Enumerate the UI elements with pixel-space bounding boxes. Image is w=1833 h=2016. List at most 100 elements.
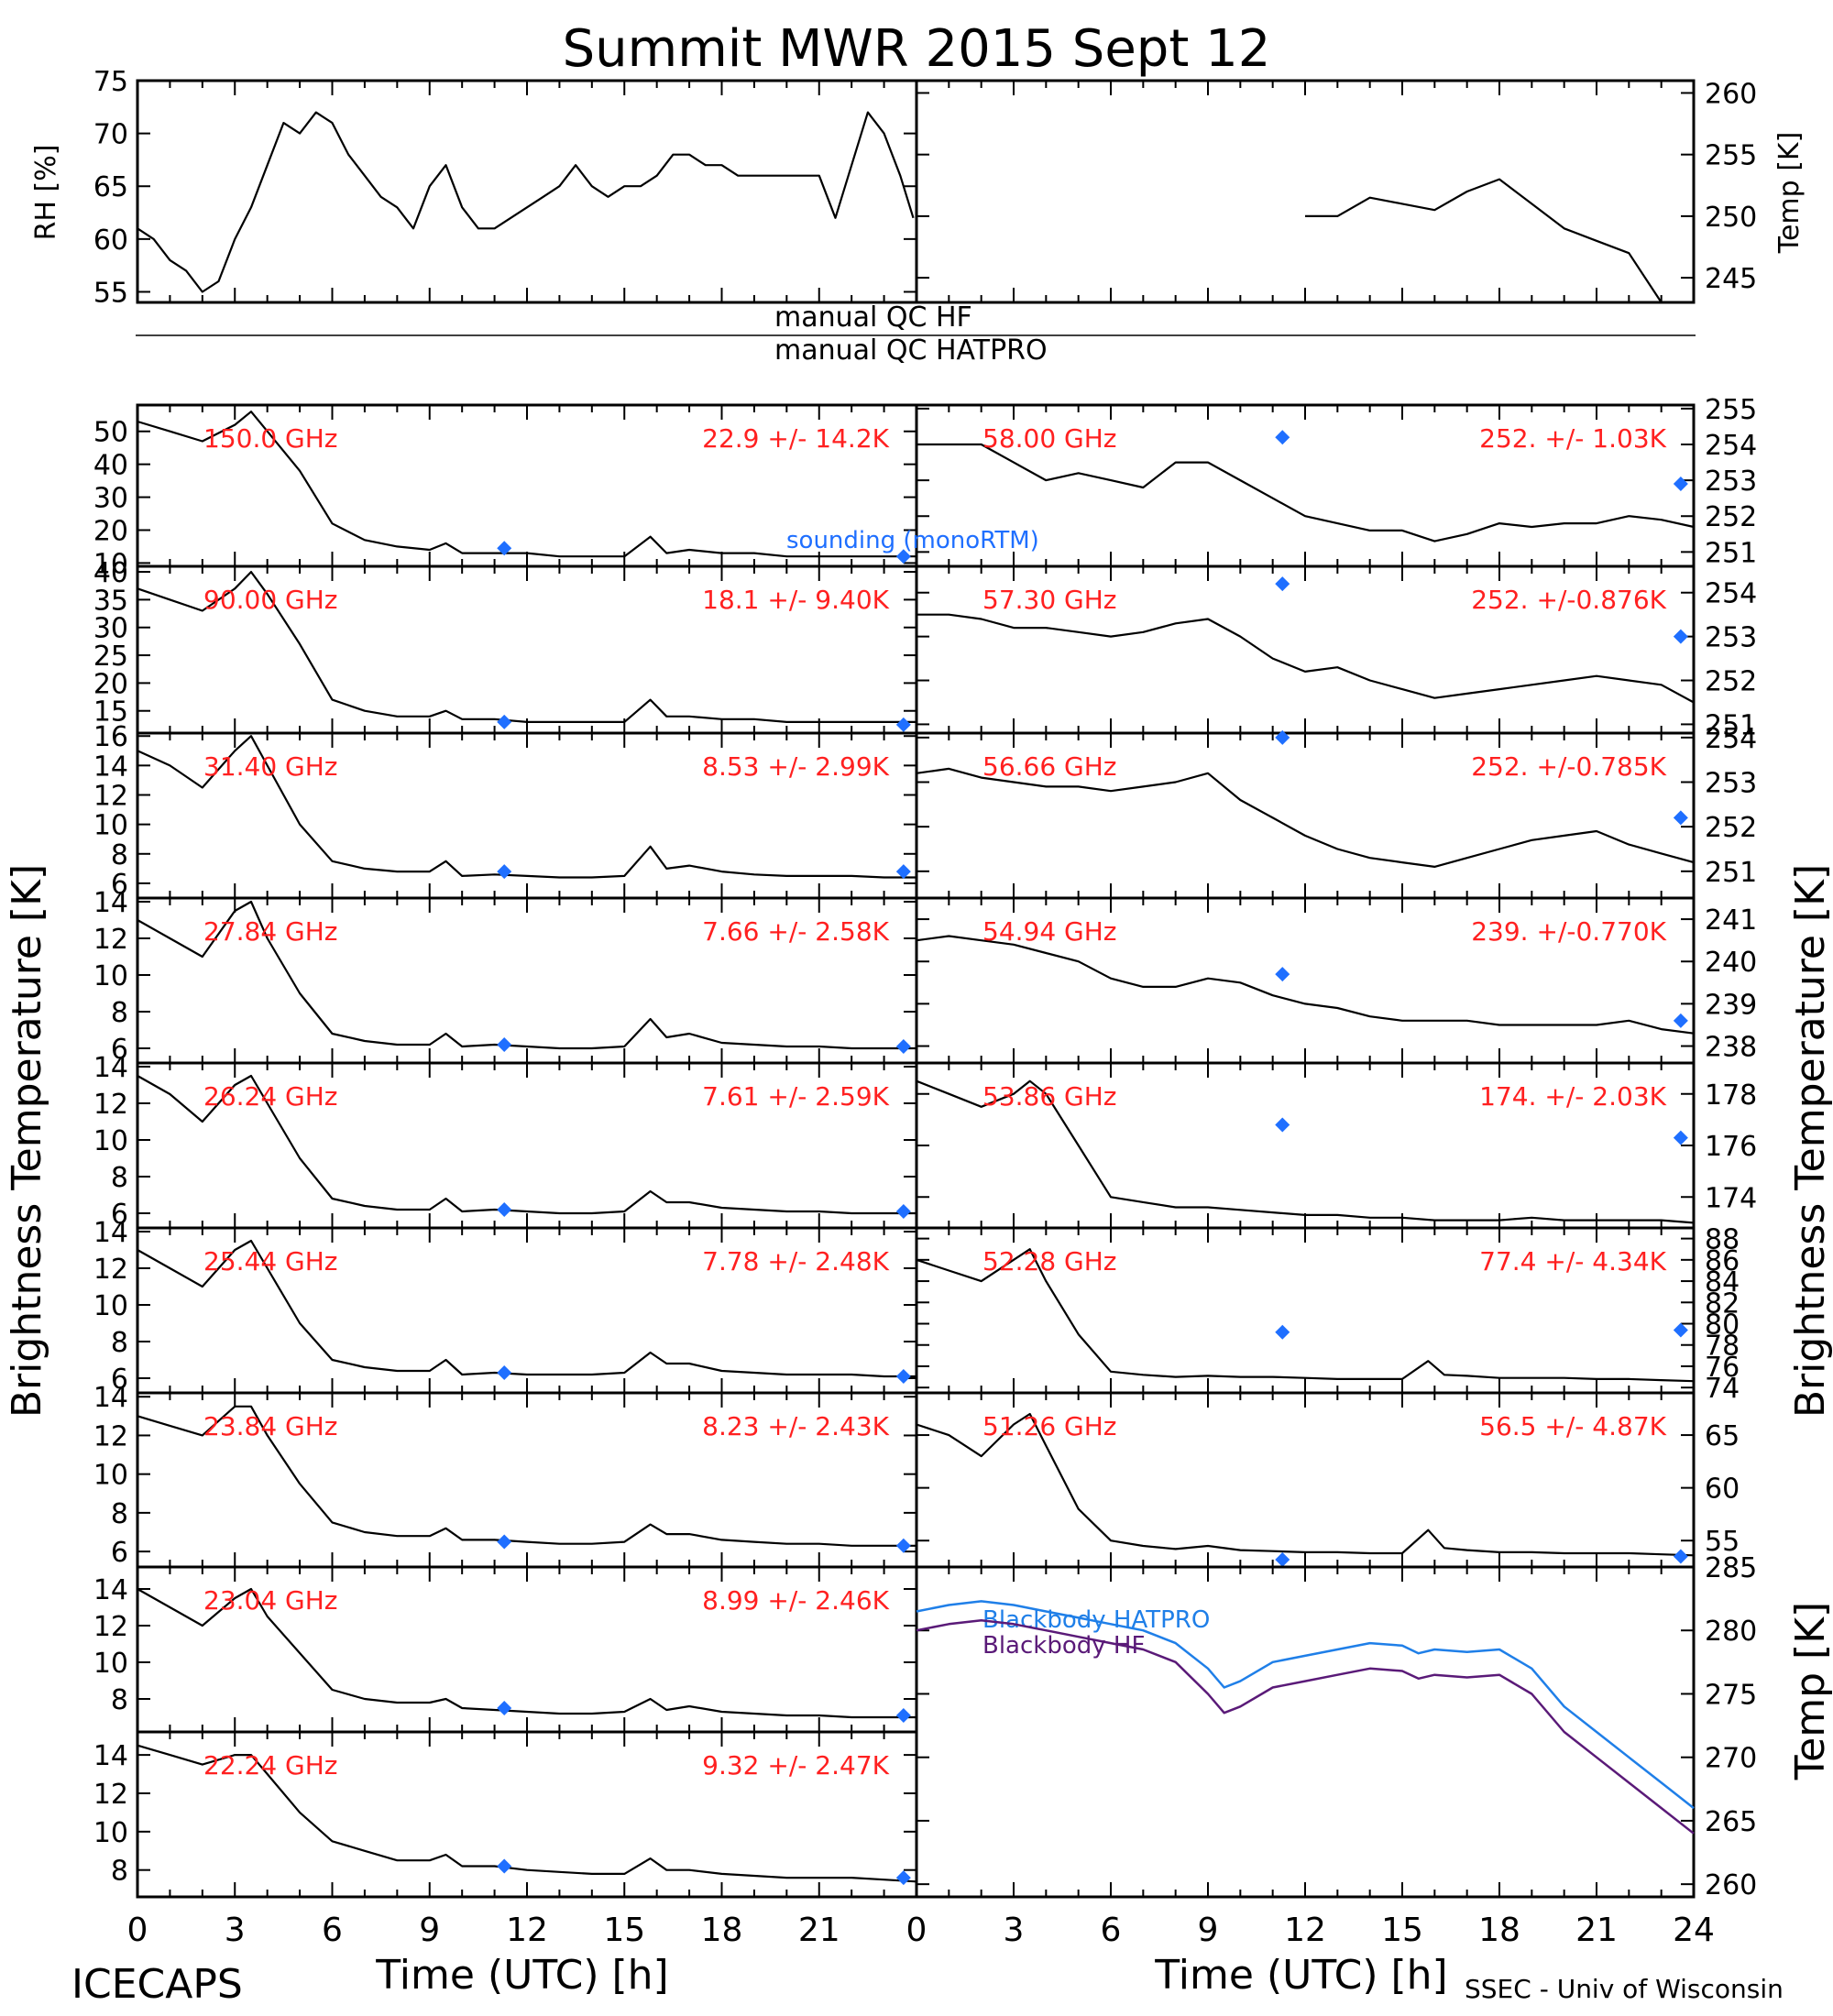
- footer-left: ICECAPS: [71, 1961, 243, 2008]
- series-line-temp: [1305, 178, 1691, 304]
- ytick-label-hf27: 10: [93, 960, 128, 992]
- channel-stat-hf150: 22.9 +/- 14.2K: [702, 423, 889, 454]
- ytick-label-rh: 55: [93, 277, 128, 309]
- xtick-label-right: 0: [906, 1912, 927, 1949]
- channel-label-hf23: 23.84 GHz: [203, 1411, 338, 1441]
- sounding-marker: [895, 1369, 911, 1384]
- ytick-label-hf90: 15: [93, 696, 128, 729]
- ytick-label-hp52: 84: [1705, 1266, 1740, 1298]
- legend-bb: Blackbody HF: [982, 1632, 1145, 1660]
- ytick-label-bb: 270: [1705, 1743, 1757, 1775]
- channel-label-hf150: 150.0 GHz: [203, 423, 338, 454]
- ytick-label-hp51: 60: [1705, 1474, 1740, 1506]
- ytick-label-hf31: 10: [93, 810, 128, 842]
- ytick-label-hf22: 12: [93, 1779, 128, 1811]
- ytick-label-hp54: 238: [1705, 1032, 1757, 1064]
- ytick-label-hp56: 253: [1705, 768, 1757, 800]
- sounding-marker: [497, 714, 512, 729]
- channel-stat-hf23: 8.23 +/- 2.43K: [702, 1411, 889, 1441]
- xtick-label-left: 9: [419, 1912, 440, 1949]
- sounding-marker: [497, 864, 512, 880]
- xtick-label-right: 9: [1198, 1912, 1219, 1949]
- ytick-label-hp52: 74: [1705, 1373, 1740, 1405]
- ytick-label-hp57: 254: [1705, 578, 1757, 610]
- ytick-label-temp: 255: [1705, 140, 1757, 172]
- series-line-hp58: [916, 443, 1695, 542]
- ytick-label-bb: 285: [1705, 1552, 1757, 1584]
- ytick-label-bb: 265: [1705, 1806, 1757, 1838]
- ytick-label-temp: 260: [1705, 78, 1757, 110]
- ytick-label-hp56: 254: [1705, 723, 1757, 755]
- ytick-label-hf31: 12: [93, 781, 128, 813]
- ytick-label-hf25: 8: [111, 1327, 128, 1359]
- channel-stat-hf27: 7.66 +/- 2.58K: [702, 916, 889, 947]
- chart-title: Summit MWR 2015 Sept 12: [563, 19, 1271, 79]
- sounding-marker: [1673, 629, 1688, 644]
- ytick-label-hf27: 12: [93, 924, 128, 956]
- ylabel-left: Brightness Temperature [K]: [4, 864, 50, 1418]
- ytick-label-hp52: 80: [1705, 1309, 1740, 1342]
- sounding-marker: [497, 541, 512, 556]
- ytick-label-hp53: 174: [1705, 1182, 1757, 1214]
- ytick-label-hf23b: 14: [93, 1574, 128, 1606]
- ytick-label-hf90: 30: [93, 613, 128, 645]
- channel-label-hp57: 57.30 GHz: [982, 585, 1117, 615]
- sounding-marker: [895, 1039, 911, 1054]
- xtick-label-left: 21: [798, 1912, 840, 1949]
- xtick-label-right: 18: [1478, 1912, 1520, 1949]
- panel-frame-rh: [136, 79, 918, 304]
- ytick-label-hf22: 14: [93, 1740, 128, 1772]
- sounding-marker: [497, 1037, 512, 1052]
- sounding-marker: [1673, 1013, 1688, 1028]
- ytick-label-hf150: 10: [93, 548, 128, 580]
- ytick-label-hf25: 12: [93, 1254, 128, 1286]
- temp-ylabel: Temp [K]: [1773, 132, 1806, 255]
- ytick-label-hp54: 240: [1705, 947, 1757, 979]
- ytick-label-hf25: 14: [93, 1217, 128, 1249]
- ytick-label-hf26: 10: [93, 1125, 128, 1157]
- series-line-hf25: [137, 1239, 916, 1378]
- ytick-label-hf23b: 12: [93, 1611, 128, 1643]
- series-line-hp54: [916, 935, 1695, 1035]
- ytick-label-hf150: 50: [93, 417, 128, 449]
- ytick-label-hp56: 251: [1705, 857, 1757, 889]
- sounding-marker: [895, 1538, 911, 1553]
- sounding-marker: [895, 864, 911, 880]
- channel-label-hf22: 22.24 GHz: [203, 1750, 338, 1780]
- ytick-label-bb: 275: [1705, 1679, 1757, 1711]
- sounding-marker: [1673, 1322, 1688, 1338]
- ytick-label-hf22: 10: [93, 1817, 128, 1849]
- ytick-label-hf150: 40: [93, 450, 128, 482]
- ytick-label-hp53: 178: [1705, 1079, 1757, 1112]
- ytick-label-hp51: 65: [1705, 1420, 1740, 1452]
- ytick-label-hf31: 14: [93, 751, 128, 783]
- channel-stat-hp51: 56.5 +/- 4.87K: [1479, 1411, 1666, 1441]
- ytick-label-rh: 60: [93, 225, 128, 257]
- series-line-hp57: [916, 613, 1695, 704]
- qc-hatpro-label: manual QC HATPRO: [774, 334, 1048, 367]
- sounding-marker: [497, 1365, 512, 1380]
- xtick-label-left: 0: [127, 1912, 148, 1949]
- ylabel-right: Brightness Temperature [K]: [1787, 864, 1833, 1418]
- xtick-label-left: 12: [506, 1912, 548, 1949]
- ytick-label-hp58: 255: [1705, 394, 1757, 426]
- ytick-label-hf26: 12: [93, 1089, 128, 1121]
- ytick-label-bb: 280: [1705, 1616, 1757, 1648]
- ytick-label-rh: 70: [93, 119, 128, 151]
- ytick-label-hp58: 253: [1705, 466, 1757, 498]
- series-line-hp56: [916, 767, 1695, 868]
- channel-label-hf26: 26.24 GHz: [203, 1081, 338, 1112]
- sounding-marker: [1673, 1130, 1688, 1145]
- ytick-label-hf90: 35: [93, 585, 128, 617]
- ytick-label-hp54: 241: [1705, 904, 1757, 937]
- series-line-hf22: [137, 1744, 917, 1883]
- ytick-label-hf23: 12: [93, 1420, 128, 1452]
- channel-label-hp51: 51.26 GHz: [982, 1411, 1117, 1441]
- ytick-label-rh: 75: [93, 66, 128, 98]
- ytick-label-hp57: 251: [1705, 709, 1757, 741]
- legend-bb: Blackbody HATPRO: [982, 1606, 1210, 1634]
- ytick-label-hp51: 55: [1705, 1526, 1740, 1558]
- series-line-hf90: [137, 571, 916, 723]
- ytick-label-hp56: 252: [1705, 812, 1757, 844]
